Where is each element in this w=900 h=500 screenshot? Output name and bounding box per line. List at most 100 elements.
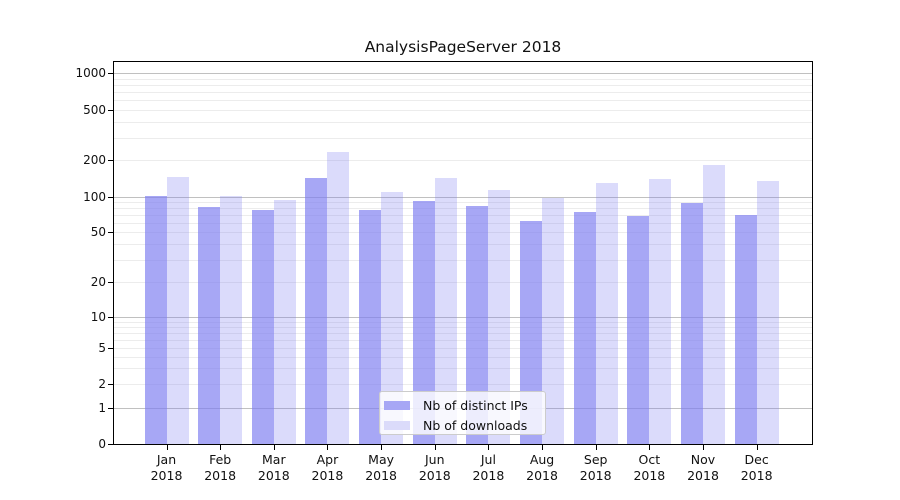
bar-oct-downloads: [649, 179, 672, 444]
bar-jan-downloads: [166, 177, 189, 444]
y-tick-mark: [108, 444, 113, 445]
y-tick-label: 1: [98, 401, 106, 415]
y-gridline-minor: [114, 222, 812, 224]
x-tick-mark: [595, 445, 597, 450]
chart-title: AnalysisPageServer 2018: [364, 38, 562, 56]
y-tick-label: 100: [83, 190, 106, 204]
y-gridline-minor: [114, 339, 812, 341]
y-gridline-major: [114, 197, 812, 198]
x-tick-label: Jan 2018: [150, 452, 183, 483]
x-tick-label: Sep 2018: [579, 452, 612, 483]
y-tick-mark: [108, 282, 113, 283]
y-gridline-minor: [114, 282, 812, 283]
y-gridline-minor: [114, 202, 812, 204]
bar-apr-distinct-ips: [305, 177, 328, 444]
x-tick-label: Dec 2018: [740, 452, 773, 483]
x-tick-label: Feb 2018: [204, 452, 237, 483]
bar-oct-distinct-ips: [627, 216, 650, 444]
legend-label-distinct-ips: Nb of distinct IPs: [423, 397, 528, 413]
x-tick-label: Jul 2018: [472, 452, 505, 483]
y-gridline-minor: [114, 137, 812, 139]
bar-jun-downloads: [434, 178, 457, 444]
y-gridline-minor: [114, 332, 812, 334]
y-tick-label: 200: [83, 153, 106, 167]
y-gridline-minor: [114, 368, 812, 370]
x-tick-mark: [220, 445, 222, 450]
bar-feb-distinct-ips: [198, 207, 221, 444]
y-gridline-minor: [114, 84, 812, 86]
y-tick-mark: [108, 348, 113, 349]
y-tick-mark: [108, 73, 113, 74]
y-tick-mark: [108, 160, 113, 161]
y-tick-label: 5: [98, 341, 106, 355]
bar-dec-downloads: [756, 180, 779, 444]
bar-dec-distinct-ips: [734, 215, 757, 444]
plot-area: [113, 61, 813, 445]
x-tick-label: May 2018: [365, 452, 397, 483]
y-gridline-minor: [114, 232, 812, 233]
y-gridline-minor: [114, 208, 812, 210]
y-tick-label: 0: [98, 437, 106, 451]
y-tick-label: 10: [90, 310, 106, 324]
bar-mar-distinct-ips: [251, 210, 274, 444]
y-tick-label: 500: [83, 103, 106, 117]
bar-feb-downloads: [220, 195, 243, 444]
bar-jun-distinct-ips: [412, 201, 435, 444]
y-gridline-minor: [114, 122, 812, 124]
bar-jan-distinct-ips: [144, 195, 167, 444]
bar-sep-downloads: [595, 182, 618, 444]
y-tick-label: 20: [90, 275, 106, 289]
legend-item-distinct-ips: Nb of distinct IPs: [384, 395, 545, 415]
x-tick-mark: [434, 445, 436, 450]
x-tick-mark: [488, 445, 490, 450]
x-tick-label: Jun 2018: [418, 452, 451, 483]
y-tick-mark: [108, 384, 113, 385]
bar-jul-downloads: [488, 190, 511, 444]
y-gridline-minor: [114, 215, 812, 216]
y-gridline-minor: [114, 78, 812, 80]
x-tick-label: Aug 2018: [526, 452, 558, 483]
y-gridline-minor: [114, 110, 812, 111]
y-gridline-minor: [114, 244, 812, 246]
legend-label-downloads: Nb of downloads: [423, 417, 528, 433]
bar-mar-downloads: [273, 200, 296, 444]
x-tick-mark: [327, 445, 329, 450]
x-tick-mark: [166, 445, 168, 450]
bar-sep-distinct-ips: [573, 211, 596, 444]
y-gridline-minor: [114, 160, 812, 161]
bar-nov-downloads: [703, 165, 725, 444]
bar-nov-distinct-ips: [681, 202, 703, 444]
y-tick-mark: [108, 317, 113, 318]
x-tick-mark: [273, 445, 275, 450]
legend-item-downloads: Nb of downloads: [384, 415, 545, 435]
x-tick-label: Apr 2018: [311, 452, 344, 483]
y-tick-mark: [108, 408, 113, 409]
y-tick-mark: [108, 232, 113, 233]
x-tick-mark: [542, 445, 544, 450]
y-gridline-minor: [114, 348, 812, 349]
y-gridline-major: [114, 317, 812, 318]
y-gridline-minor: [114, 321, 812, 323]
bar-aug-distinct-ips: [520, 221, 543, 444]
y-gridline-minor: [114, 326, 812, 328]
y-gridline-minor: [114, 384, 812, 385]
x-tick-mark: [649, 445, 651, 450]
y-gridline-minor: [114, 356, 812, 358]
x-tick-mark: [381, 445, 383, 450]
legend-swatch-downloads: [384, 420, 410, 430]
y-gridline-minor: [114, 92, 812, 94]
bar-may-downloads: [381, 191, 404, 444]
y-tick-label: 2: [98, 377, 106, 391]
legend: Nb of distinct IPs Nb of downloads: [379, 391, 546, 435]
bar-apr-downloads: [327, 152, 350, 444]
legend-swatch-distinct-ips: [384, 400, 410, 410]
y-tick-label: 1000: [75, 66, 106, 80]
x-tick-label: Mar 2018: [257, 452, 290, 483]
y-tick-mark: [108, 110, 113, 111]
x-tick-mark: [703, 445, 704, 450]
x-tick-label: Nov 2018: [687, 452, 719, 483]
bar-may-distinct-ips: [359, 210, 382, 444]
y-tick-label: 50: [90, 225, 106, 239]
y-tick-mark: [108, 197, 113, 198]
